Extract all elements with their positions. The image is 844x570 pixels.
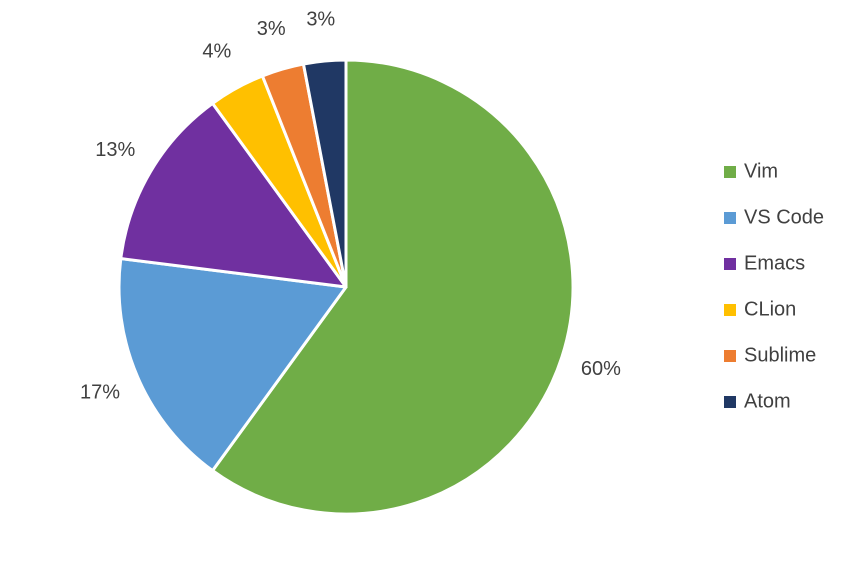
legend-swatch	[724, 258, 736, 270]
data-label: 3%	[257, 18, 286, 40]
pie-slice	[117, 257, 348, 473]
legend-swatch	[724, 350, 736, 362]
data-label: 13%	[95, 139, 135, 161]
data-label: 60%	[581, 358, 621, 380]
pie-slice	[119, 101, 348, 289]
legend-swatch	[724, 304, 736, 316]
legend-label: CLion	[744, 298, 796, 320]
legend-swatch	[724, 166, 736, 178]
data-label: 3%	[306, 8, 335, 30]
legend-swatch	[724, 212, 736, 224]
data-label: 17%	[80, 382, 120, 404]
legend-label: Vim	[744, 160, 778, 182]
legend-swatch	[724, 396, 736, 408]
pie-slice	[301, 58, 348, 289]
data-label: 4%	[202, 40, 231, 62]
legend-label: VS Code	[744, 206, 824, 228]
legend-label: Atom	[744, 390, 791, 412]
legend-label: Emacs	[744, 252, 805, 274]
legend-label: Sublime	[744, 344, 816, 366]
pie-slice	[211, 58, 575, 516]
